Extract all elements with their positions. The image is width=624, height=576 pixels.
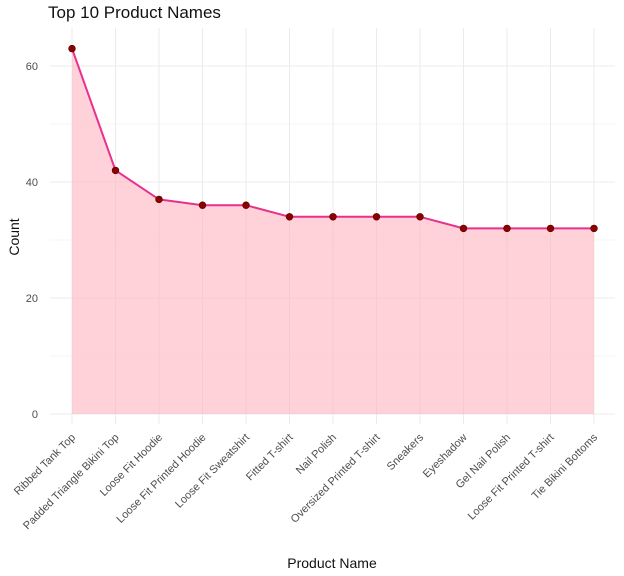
y-axis-title: Count — [6, 218, 22, 255]
data-point — [590, 224, 598, 233]
data-point — [242, 201, 250, 209]
data-point — [459, 224, 468, 233]
x-tick-label: Fitted T-shirt — [244, 432, 296, 484]
y-tick-label: 20 — [26, 293, 38, 305]
x-tick-label: Loose Fit Printed T-shirt — [466, 432, 557, 523]
data-points-layer — [68, 44, 598, 233]
data-point — [111, 166, 120, 175]
area-fill-layer — [72, 48, 594, 414]
x-tick-label: Nail Polish — [294, 432, 339, 477]
data-point — [416, 213, 424, 221]
x-axis-title: Product Name — [287, 555, 377, 571]
y-tick-label: 0 — [32, 409, 38, 421]
x-tick-label: Loose Fit Sweatshirt — [173, 432, 252, 511]
page-title: Top 10 Product Names — [48, 3, 221, 22]
y-tick-label: 40 — [26, 177, 38, 189]
y-tick-label: 60 — [26, 61, 38, 73]
data-point — [198, 201, 207, 209]
data-point — [329, 213, 337, 221]
data-point — [155, 195, 163, 204]
data-point — [546, 224, 555, 233]
x-tick-label: Loose Fit Printed Hoodie — [115, 432, 209, 526]
data-point — [68, 44, 76, 53]
area-fill — [72, 48, 594, 414]
y-tick-labels: 0 20 40 60 — [26, 61, 38, 421]
data-point — [372, 213, 381, 221]
x-tick-label: Sneakers — [385, 431, 427, 473]
data-point — [285, 213, 294, 221]
data-point — [503, 224, 511, 233]
x-tick-label: Oversized Printed T-shirt — [289, 432, 383, 526]
